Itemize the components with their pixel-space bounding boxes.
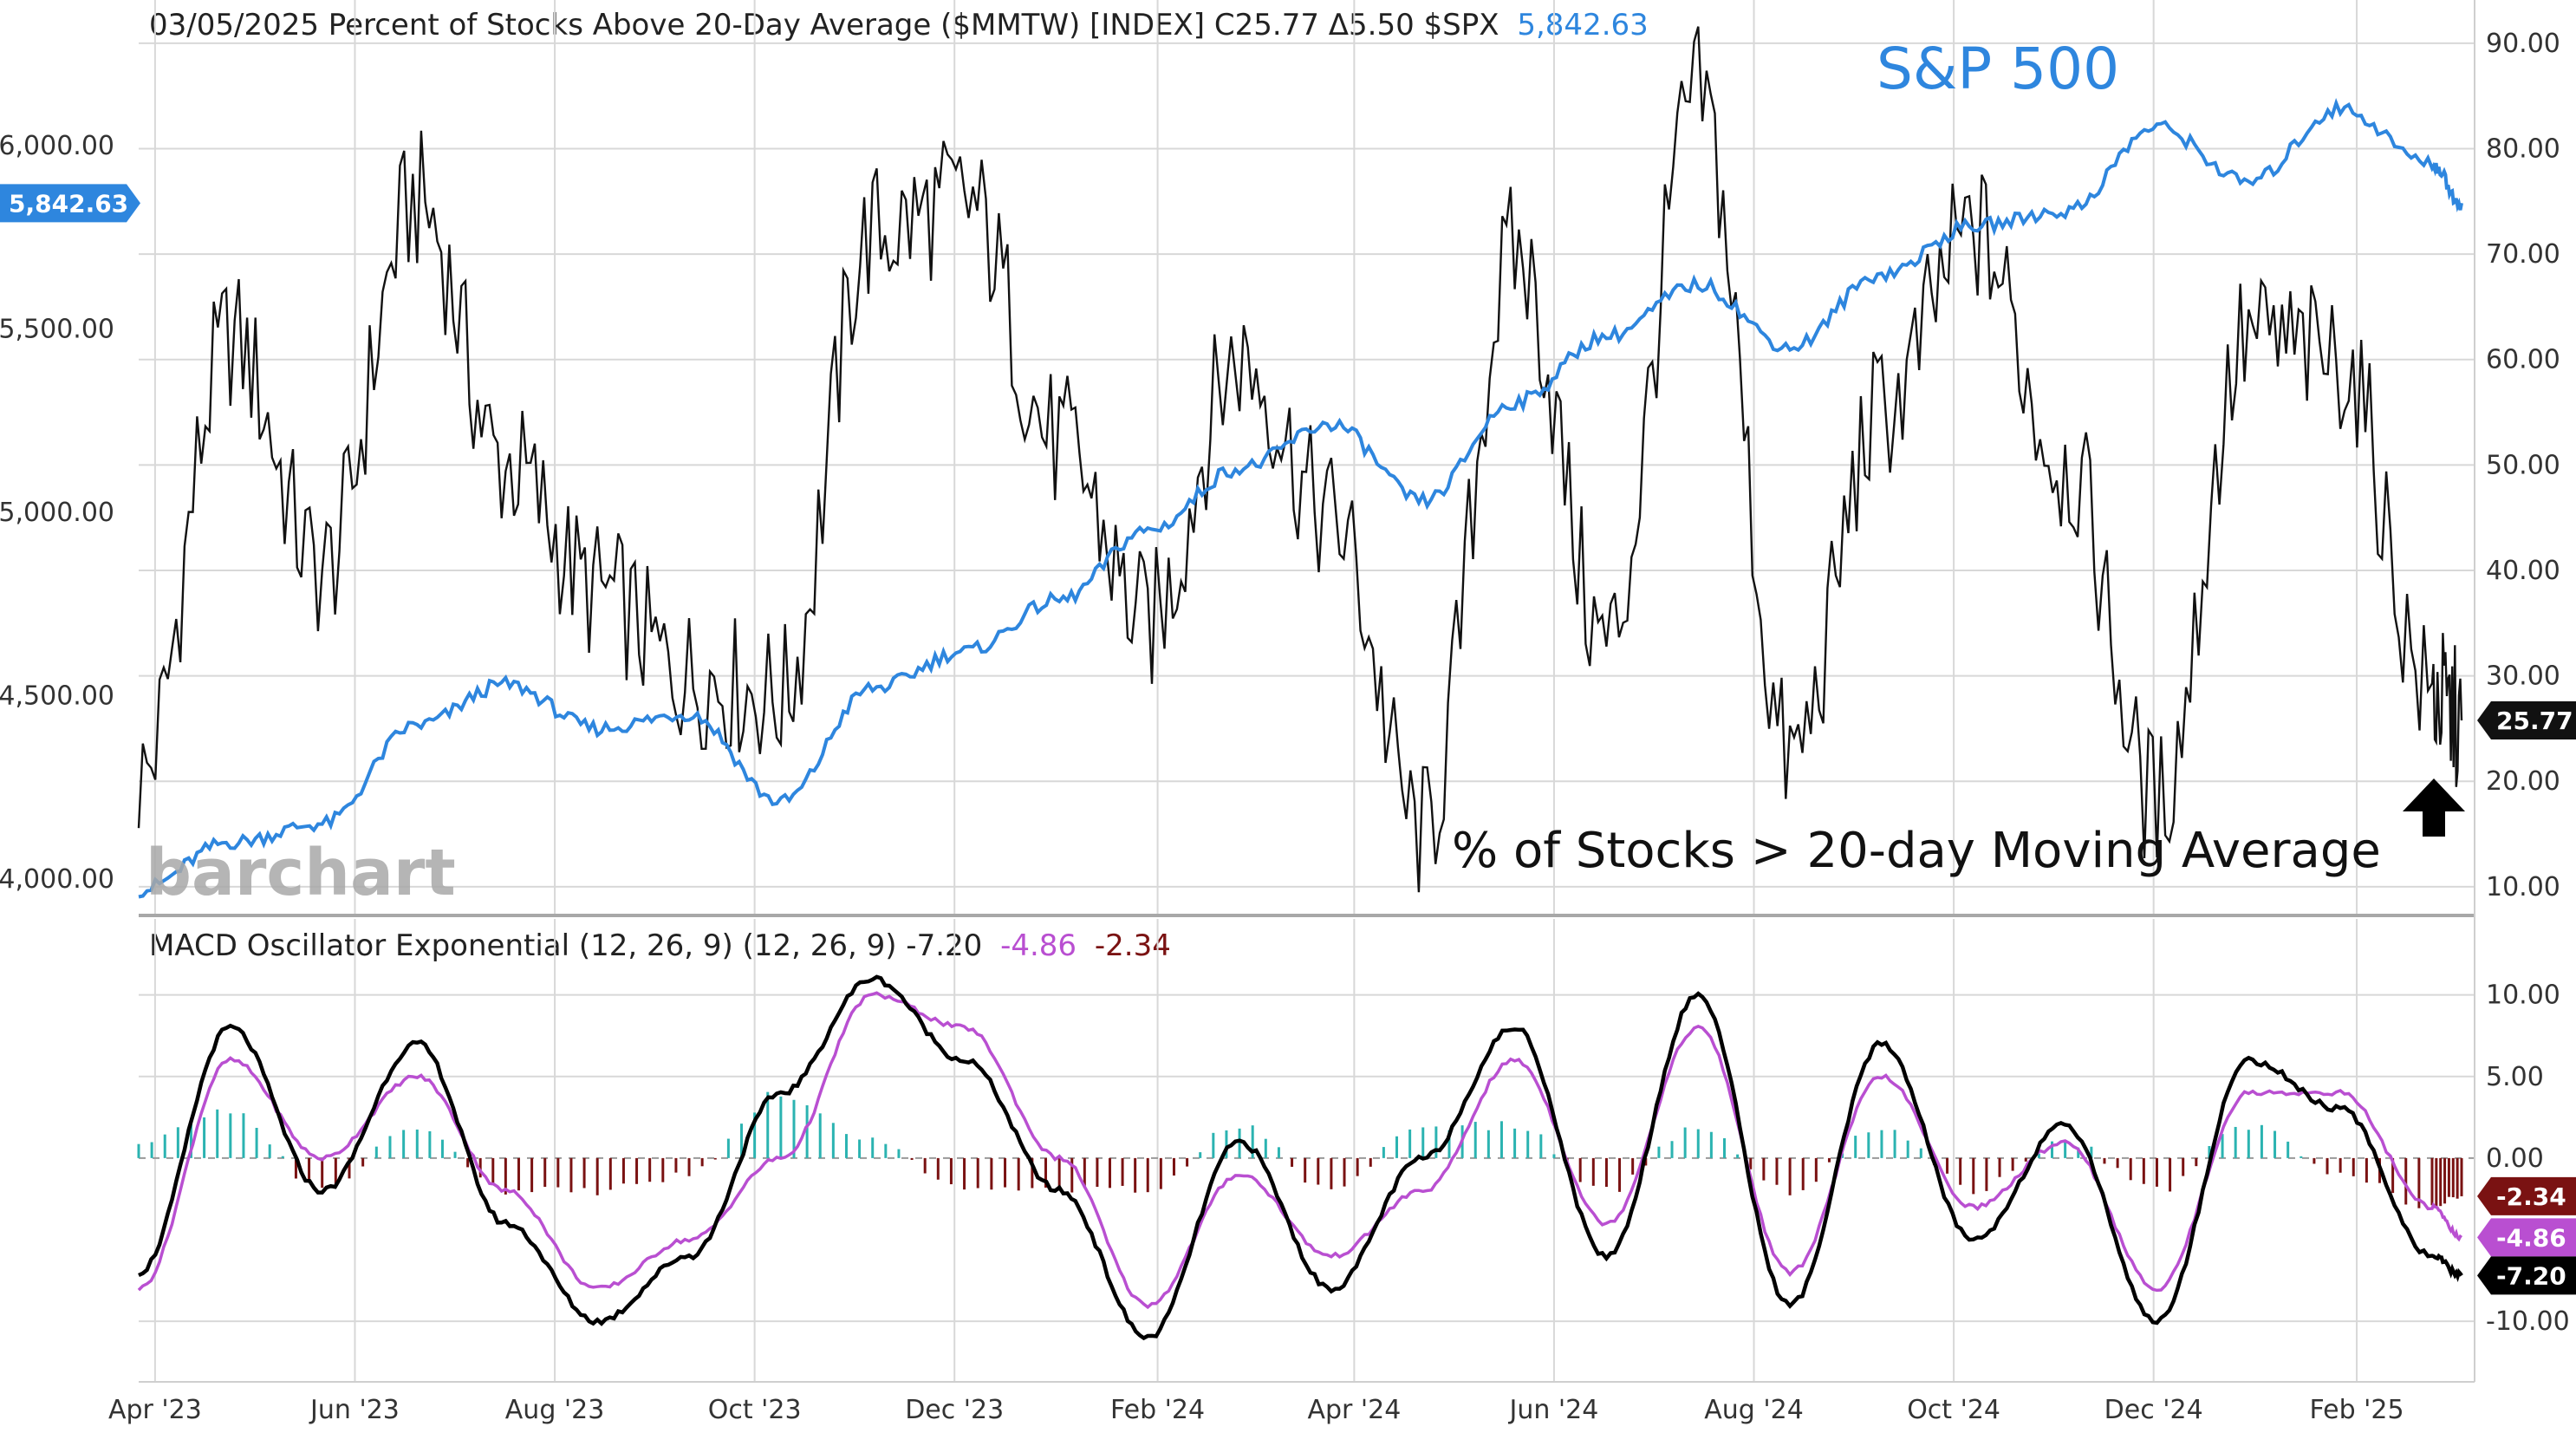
breadth-last-badge (2477, 701, 2576, 740)
x-tick-label: Apr '23 (108, 1395, 202, 1425)
breadth-last-badge-label: 25.77 (2496, 707, 2573, 735)
x-tick-label: Jun '23 (309, 1395, 400, 1425)
macd-last-badge (2477, 1256, 2576, 1295)
header-main: 03/05/2025 Percent of Stocks Above 20-Da… (149, 8, 1499, 42)
hist-last-badge-label: -2.34 (2496, 1182, 2566, 1211)
signal-series-line (137, 991, 2463, 1310)
left-tick-label: 5,500.00 (0, 314, 114, 344)
right-tick-label: 50.00 (2486, 450, 2560, 480)
x-tick-label: Oct '23 (708, 1395, 802, 1425)
svg-text:MACD Oscillator Exponential (1: MACD Oscillator Exponential (12, 26, 9) … (149, 928, 1171, 963)
x-tick-label: Apr '24 (1307, 1395, 1401, 1425)
left-tick-label: 6,000.00 (0, 131, 114, 161)
x-tick-label: Aug '23 (505, 1395, 605, 1425)
right-tick-label: 10.00 (2486, 872, 2560, 902)
macd-hist-value: -2.34 (1095, 928, 1171, 963)
axis-labels: Apr '23 Jun '23 Aug '23 Oct '23 Dec '23 Feb '… (0, 29, 2570, 1425)
left-tick-label: 4,500.00 (0, 681, 114, 711)
spx-last-badge (0, 184, 140, 223)
macd-header: MACD Oscillator Exponential (12, 26, 9) … (149, 928, 982, 963)
header-spx-value: 5,842.63 (1517, 8, 1648, 42)
macd-last-badge-label: -7.20 (2496, 1261, 2566, 1290)
right-tick-label: 40.00 (2486, 556, 2560, 586)
hist-last-badge (2477, 1176, 2576, 1215)
right-tick-label: 70.00 (2486, 239, 2560, 270)
series-lines (137, 26, 2463, 1341)
macd-tick-label: 5.00 (2486, 1062, 2544, 1092)
right-tick-label: 60.00 (2486, 345, 2560, 375)
macd-histogram (137, 1091, 2463, 1208)
breadth-series-line (137, 26, 2463, 893)
right-tick-label: 20.00 (2486, 766, 2560, 797)
macd-tick-label: 0.00 (2486, 1143, 2544, 1174)
x-tick-label: Dec '24 (2104, 1395, 2203, 1425)
macd-series-line (138, 974, 2463, 1341)
x-tick-label: Feb '24 (1110, 1395, 1205, 1425)
left-tick-label: 4,000.00 (0, 864, 114, 895)
last-value-badges: 5,842.63 25.77 -2.34 -4.86 -7.20 (0, 184, 2576, 1295)
x-tick-label: Feb '25 (2310, 1395, 2404, 1425)
breadth-annotation: % of Stocks > 20-day Moving Average (1452, 823, 2381, 879)
spx-series-line (138, 98, 2463, 899)
up-arrow-icon (2403, 778, 2465, 837)
signal-last-badge (2477, 1218, 2576, 1257)
x-tick-label: Aug '24 (1704, 1395, 1804, 1425)
macd-gridlines (139, 919, 2475, 1382)
x-tick-label: Jun '24 (1508, 1395, 1599, 1425)
right-tick-label: 80.00 (2486, 134, 2560, 164)
signal-last-badge-label: -4.86 (2496, 1223, 2566, 1252)
macd-tick-label: -10.00 (2486, 1306, 2570, 1337)
svg-text:03/05/2025 Percent of Stocks A: 03/05/2025 Percent of Stocks Above 20-Da… (149, 8, 1649, 42)
right-tick-label: 30.00 (2486, 661, 2560, 692)
x-tick-label: Oct '24 (1907, 1395, 2000, 1425)
barchart-watermark: barchart (146, 836, 456, 910)
spx-last-badge-label: 5,842.63 (9, 189, 128, 218)
left-tick-label: 5,000.00 (0, 498, 114, 528)
spx-annotation: S&P 500 (1877, 36, 2119, 102)
macd-tick-label: 10.00 (2486, 980, 2560, 1011)
x-tick-label: Dec '23 (905, 1395, 1004, 1425)
macd-signal-value: -4.86 (1000, 928, 1077, 963)
right-tick-label: 90.00 (2486, 29, 2560, 59)
